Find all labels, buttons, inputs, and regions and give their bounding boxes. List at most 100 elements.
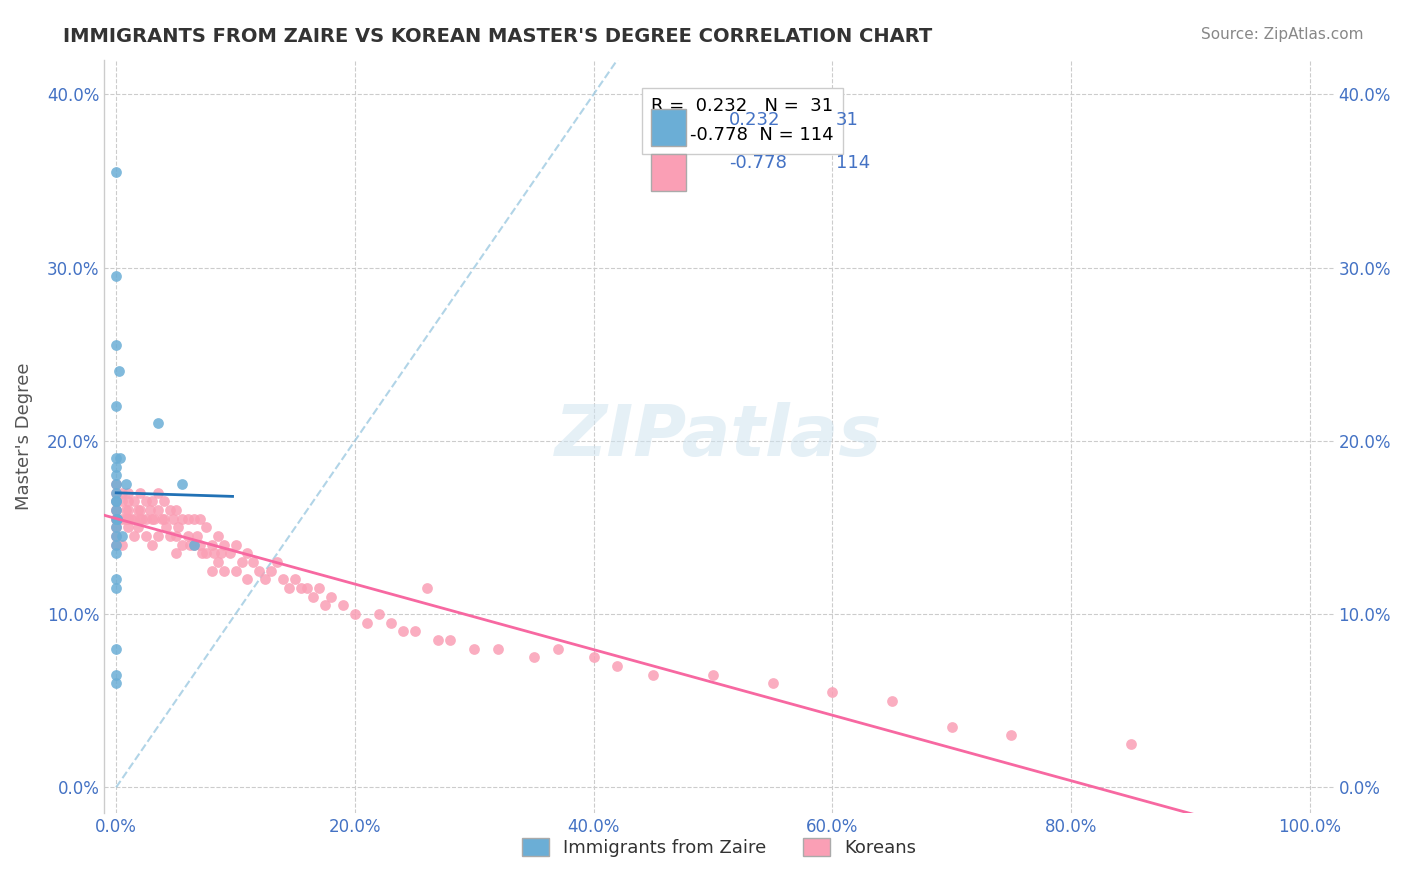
Point [107,364,129,378]
Point [183,512,205,526]
Point [415,581,437,595]
FancyBboxPatch shape [651,153,686,192]
Point [762,676,785,690]
Point [165,529,187,543]
Point [114,512,136,526]
Point [105,512,128,526]
Point [153,494,176,508]
Point [117,494,139,508]
Point [209,546,232,560]
Point [138,503,160,517]
Point [523,650,546,665]
Point [105,512,128,526]
Point [170,512,193,526]
Point [170,477,193,491]
Point [225,538,247,552]
Point [146,529,169,543]
Point [105,520,128,534]
Point [427,632,450,647]
Point [120,512,142,526]
Point [117,503,139,517]
Point [319,590,342,604]
FancyBboxPatch shape [651,109,686,146]
Point [266,555,288,569]
Point [194,520,217,534]
Point [111,512,134,526]
Point [105,667,128,681]
Point [129,512,152,526]
Point [177,529,200,543]
Point [129,503,152,517]
Point [225,564,247,578]
Legend: Immigrants from Zaire, Koreans: Immigrants from Zaire, Koreans [515,830,924,864]
Point [111,529,134,543]
Point [105,451,128,466]
Text: R =  0.232   N =  31
R = -0.778  N = 114: R = 0.232 N = 31 R = -0.778 N = 114 [651,97,834,145]
Point [105,529,128,543]
Point [105,503,128,517]
Text: IMMIGRANTS FROM ZAIRE VS KOREAN MASTER'S DEGREE CORRELATION CHART: IMMIGRANTS FROM ZAIRE VS KOREAN MASTER'S… [63,27,932,45]
Point [105,494,128,508]
Point [439,632,461,647]
Point [105,512,128,526]
Point [201,538,224,552]
Point [308,581,330,595]
Point [314,599,336,613]
Point [105,512,128,526]
Point [105,338,128,352]
Text: 114: 114 [835,153,870,172]
Point [105,477,128,491]
Point [260,564,283,578]
Point [582,650,605,665]
Point [105,494,128,508]
Point [356,615,378,630]
Point [236,572,259,586]
Point [254,572,277,586]
Point [117,485,139,500]
Point [105,165,128,179]
Point [155,520,177,534]
Point [141,538,163,552]
Point [114,477,136,491]
Point [127,503,149,517]
Point [105,572,128,586]
Point [122,494,145,508]
Point [146,485,169,500]
Point [1119,737,1142,751]
Text: -0.778: -0.778 [728,153,786,172]
Point [332,599,354,613]
Point [278,581,301,595]
Point [343,607,366,621]
Point [141,512,163,526]
Point [236,546,259,560]
Point [105,538,128,552]
Point [207,555,229,569]
Text: 31: 31 [835,111,859,128]
Point [135,512,157,526]
Point [702,667,724,681]
Point [242,555,264,569]
Point [271,572,294,586]
Point [821,685,844,699]
Point [105,269,128,284]
Point [105,503,128,517]
Point [105,485,128,500]
Point [111,538,134,552]
Point [170,538,193,552]
Point [105,581,128,595]
Text: ZIPatlas: ZIPatlas [555,402,883,471]
Text: 0.232: 0.232 [728,111,780,128]
Point [212,538,235,552]
Point [177,512,200,526]
Point [111,494,134,508]
Point [486,641,509,656]
Point [183,538,205,552]
Point [391,624,413,639]
Point [111,485,134,500]
Point [941,720,963,734]
Point [143,512,166,526]
Point [114,503,136,517]
Point [141,494,163,508]
Point [122,512,145,526]
Point [108,451,131,466]
